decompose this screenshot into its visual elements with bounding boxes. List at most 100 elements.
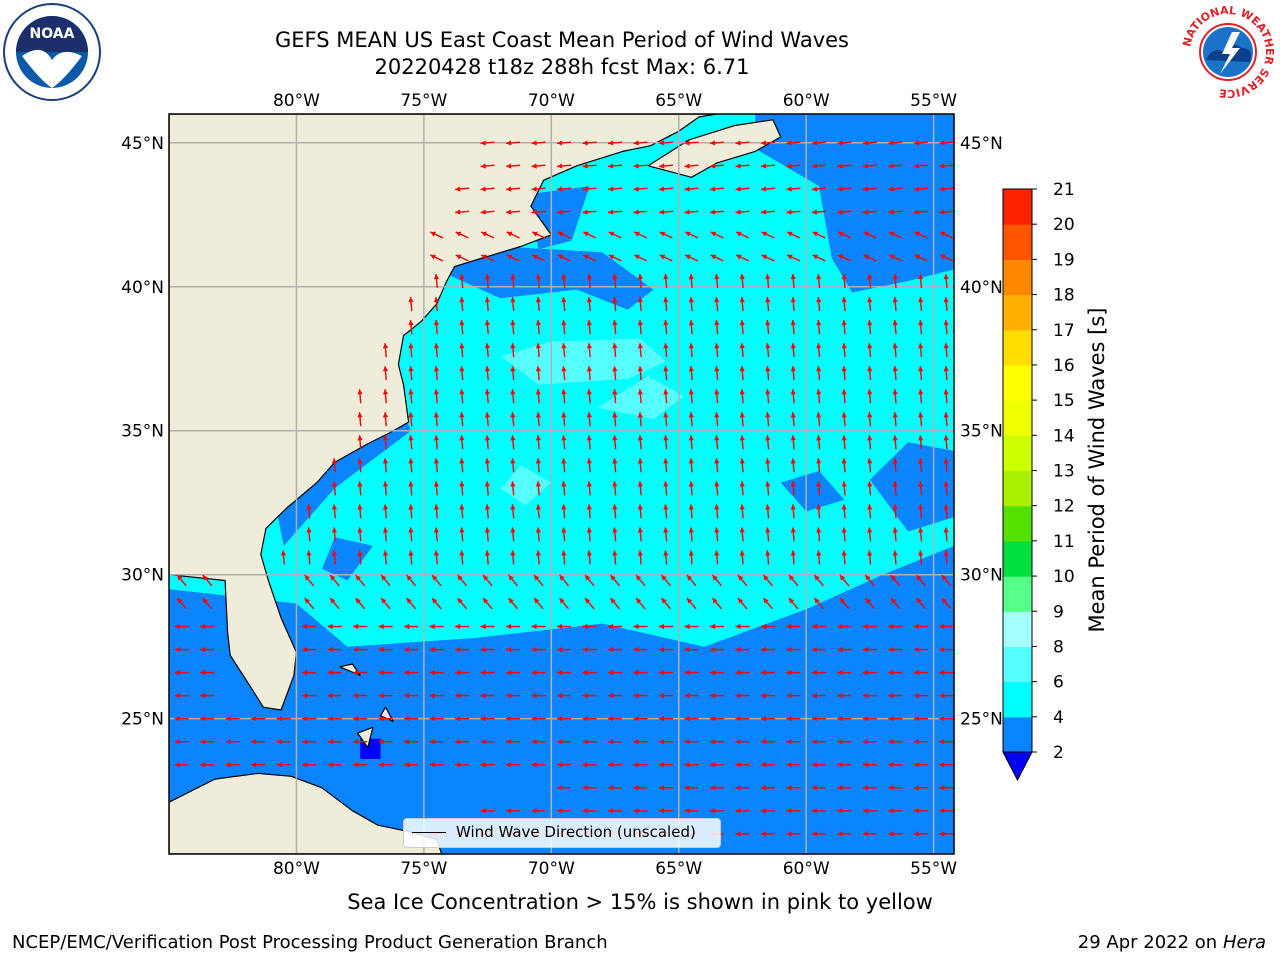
wave-arrow-head [739,550,745,556]
wave-arrow-head [457,598,463,604]
wave-arrow-head [429,693,435,699]
wave-arrow-head [686,575,693,581]
wave-arrow-head [200,693,206,699]
wave-arrow-head [892,274,898,280]
wave-arrow-head [433,550,440,556]
wave-arrow-head [943,458,949,464]
lat-tick-labels-right: 25°N 30°N 35°N 40°N 45°N [960,134,1003,730]
wave-arrow-head [918,274,924,280]
wave-arrow-head [913,646,919,653]
wave-arrow-head [714,550,720,556]
wave-arrow-head [862,209,869,215]
wave-arrow-head [867,366,873,372]
wave-arrow-head [663,527,669,533]
wave-arrow-head [459,320,465,326]
land-mass [169,114,782,854]
wave-arrow-head [331,527,338,533]
lat-tick-label: 40°N [960,278,1003,298]
wave-arrow-head [408,297,414,303]
wave-arrow-head [918,320,924,326]
wave-arrow-head [433,274,440,280]
wave-arrow-head [890,575,897,581]
wave-arrow-head [684,669,690,676]
wave-arrow-head [816,481,822,487]
wave-arrow-head [586,527,592,533]
noaa-logo-icon: NOAA [3,3,101,101]
wave-arrow-head [939,186,945,192]
wave-arrow-head [455,739,461,745]
wave-arrow-head [790,343,796,349]
wave-arrow-head [200,739,206,745]
wave-arrow-head [760,163,767,169]
wave-arrow-head [890,598,897,604]
wave-arrow-head [658,646,664,653]
wave-arrow-head [735,669,741,676]
wave-arrow-head [174,646,180,653]
wave-arrow-head [888,163,894,169]
wave-arrow-head [837,785,843,791]
wave-arrow-head [739,435,745,441]
wave-arrow-head [862,693,868,699]
wave-arrow-head [939,762,945,768]
wave-arrow-head [302,762,308,768]
noaa-logo-text: NOAA [30,26,75,42]
wave-arrow-head [712,598,718,604]
wave-arrow-head [586,412,592,418]
wave-arrow-head [659,140,665,146]
wave-arrow-head [811,163,818,169]
colorbar-segment [1003,259,1032,296]
wave-arrow-head [918,297,924,303]
colorbar-tick-label: 18 [1053,286,1075,306]
footer-machine: Hera [1222,932,1266,953]
colorbar-segment [1003,435,1032,472]
wave-arrow-head [760,785,766,791]
wave-arrow-head [862,739,868,745]
wave-arrow-head [381,575,387,581]
wave-arrow-head [557,808,563,814]
wave-arrow-head [535,366,541,372]
wave-arrow-head [357,527,363,533]
wave-arrow-head [202,575,208,581]
wave-arrow-head [862,646,868,653]
wave-arrow-head [331,481,338,487]
wave-arrow-head [939,209,945,215]
wave-arrow-head [913,623,919,630]
wave-arrow-head [760,646,766,653]
wave-arrow-head [557,231,564,237]
wave-arrow-head [736,231,742,237]
wave-arrow-head [586,504,592,510]
colorbar-label: Mean Period of Wind Waves [s] [1085,307,1109,633]
wave-arrow-head [432,575,438,581]
wave-arrow-head [943,550,949,556]
wave-arrow-head [382,435,389,441]
colorbar-segment [1003,716,1032,753]
wave-arrow-head [586,458,592,464]
wave-arrow-head [408,366,414,372]
wave-arrow-head [888,646,894,653]
wave-arrow-head [353,623,359,630]
wave-arrow-head [612,389,618,395]
wave-arrow-head [760,140,767,146]
wave-arrow-head [714,481,720,487]
wave-arrow-head [663,297,669,303]
wave-arrow-head [739,458,745,464]
wave-arrow-head [816,389,822,395]
wave-arrow-head [790,366,796,372]
wave-arrow-head [765,412,771,418]
wave-arrow-head [408,343,414,349]
wave-arrow-head [455,716,461,722]
wave-arrow-head [480,623,486,630]
wave-arrow-head [276,739,282,745]
wave-arrow-head [506,163,512,169]
wave-arrow-head [404,762,410,768]
wave-arrow-head [484,458,491,464]
wave-arrow-head [841,527,847,533]
wave-arrow-head [658,762,664,768]
wave-arrow-head [535,297,541,303]
wave-arrow-head [484,274,491,280]
map-legend: Wind Wave Direction (unscaled) [403,818,721,848]
wave-arrow-head [608,739,614,745]
wave-arrow-head [585,575,591,581]
wave-arrow-head [939,163,945,169]
ice-note: Sea Ice Concentration > 15% is shown in … [347,890,933,914]
